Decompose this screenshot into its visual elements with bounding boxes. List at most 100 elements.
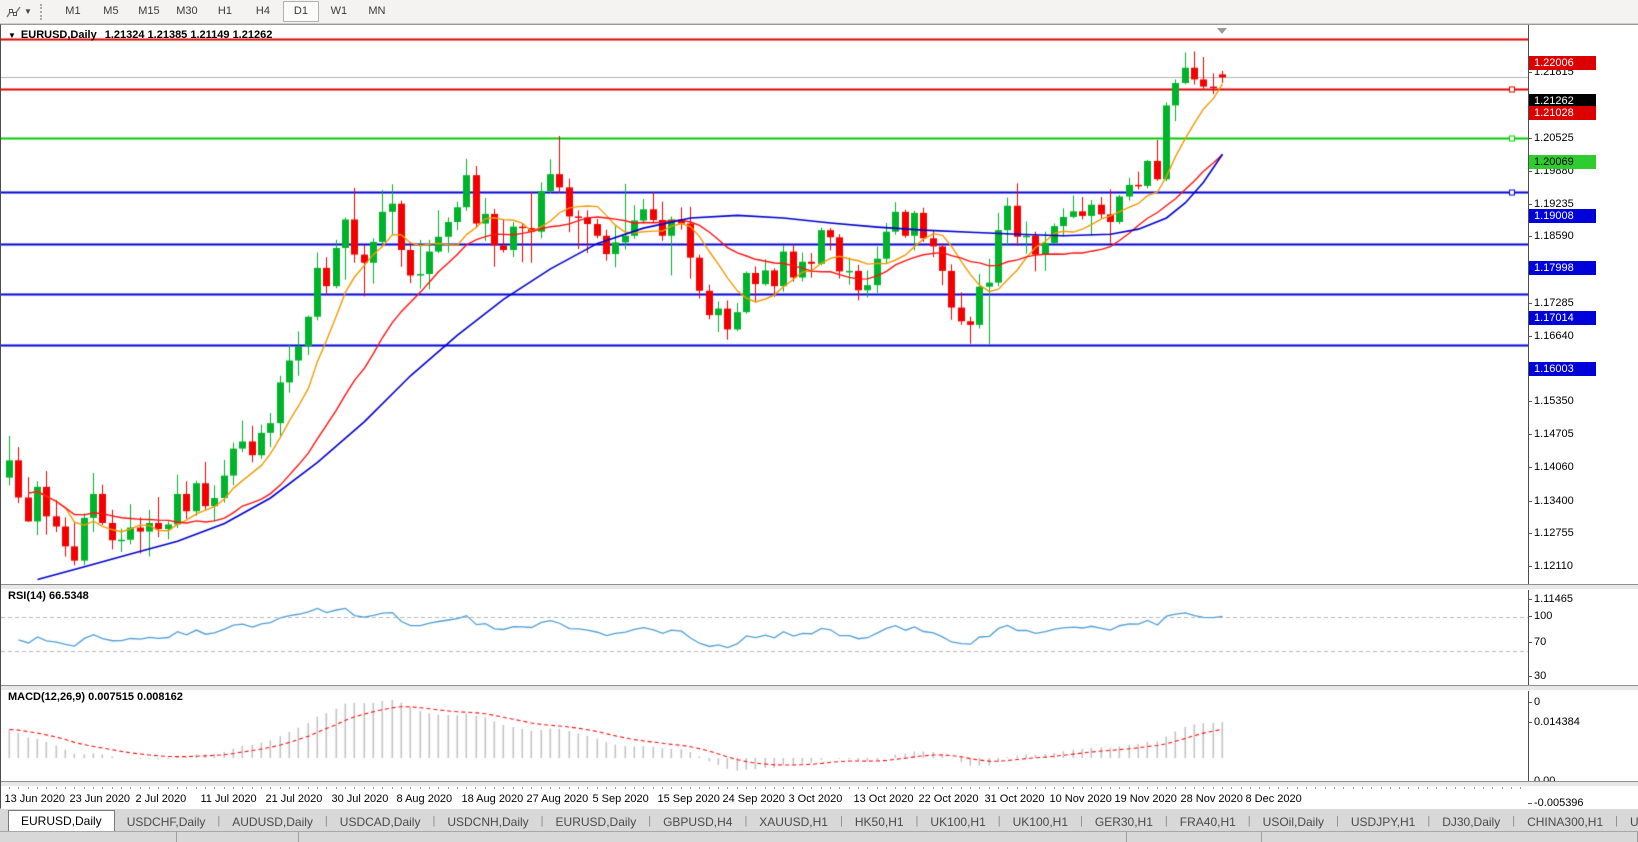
ohlc-values: 1.21324 1.21385 1.21149 1.21262: [104, 29, 273, 41]
symbol-period-label: EURUSD,Daily: [20, 29, 97, 41]
timeframe-button-h4[interactable]: H4: [255, 5, 270, 17]
toolbar-grip: [39, 3, 47, 20]
tab-separator: |: [324, 814, 328, 827]
status-cell: [177, 832, 300, 842]
collapse-arrow-icon[interactable]: ▼: [8, 30, 16, 40]
chart-title: ▼ EURUSD,Daily 1.21324 1.21385 1.21149 1…: [8, 29, 272, 41]
chart-tab-audusddaily[interactable]: AUDUSD,Daily: [232, 815, 313, 829]
time-label: 2 Jul 2020: [135, 793, 187, 805]
price-tick-label: 1.13400: [1528, 495, 1634, 507]
price-tick-label: 1.11465: [1528, 593, 1634, 605]
time-label: 28 Nov 2020: [1180, 793, 1243, 805]
time-label: 30 Jul 2020: [331, 793, 389, 805]
price-tag-1.21028: 1.21028: [1529, 106, 1596, 121]
price-tag-1.22006: 1.22006: [1529, 56, 1596, 71]
timeframe-button-h1[interactable]: H1: [217, 5, 232, 17]
chart-shift-marker-icon[interactable]: [1217, 28, 1227, 34]
rsi-panel-canvas[interactable]: [1, 588, 1528, 683]
chart-tab-eurusddaily[interactable]: EURUSD,Daily: [8, 810, 115, 832]
tab-separator: |: [997, 814, 1001, 827]
time-label: 18 Aug 2020: [461, 793, 524, 805]
timeframe-button-m30[interactable]: M30: [176, 5, 198, 17]
chart-tab-bar: EURUSD,Daily USDCHF,Daily | AUDUSD,Daily | US…: [0, 808, 1638, 832]
tab-separator: |: [648, 814, 652, 827]
price-tag-1.16003: 1.16003: [1529, 362, 1596, 377]
price-tick-label: 1.12110: [1528, 560, 1634, 572]
chart-tab-china300h1[interactable]: CHINA300,H1: [1527, 815, 1604, 829]
timeframe-button-m15[interactable]: M15: [138, 5, 160, 17]
status-cell: [1127, 832, 1263, 842]
time-label: 22 Oct 2020: [918, 793, 979, 805]
status-cell: [299, 832, 1127, 842]
price-tick-label: 1.12755: [1528, 527, 1634, 539]
chart-window: ▼ EURUSD,Daily 1.21324 1.21385 1.21149 1…: [0, 24, 1638, 809]
time-label: 3 Oct 2020: [788, 793, 843, 805]
window-separator-rsi[interactable]: [1, 584, 1638, 590]
time-label: 15 Sep 2020: [657, 793, 720, 805]
chart-tab-eurusddaily[interactable]: EURUSD,Daily: [555, 815, 637, 829]
price-tick-label: 1.14060: [1528, 461, 1634, 473]
chart-tab-ger30h1[interactable]: GER30,H1: [1094, 815, 1153, 829]
timeframe-button-mn[interactable]: MN: [368, 5, 386, 17]
chart-tab-hk50h1[interactable]: HK50,H1: [854, 815, 904, 829]
price-tick-label: 1.17285: [1528, 297, 1634, 309]
price-tick-label: 1.16640: [1528, 330, 1634, 342]
tab-separator: |: [432, 814, 436, 827]
time-label: 21 Jul 2020: [265, 793, 323, 805]
timeframe-button-m1[interactable]: M1: [65, 5, 81, 17]
time-label: 31 Oct 2020: [984, 793, 1045, 805]
rsi-axis-label: 30: [1528, 670, 1634, 682]
time-axis[interactable]: 13 Jun 2020 23 Jun 2020 2 Jul 2020 11 Jul 2…: [1, 784, 1638, 809]
timeframe-button-d1[interactable]: D1: [282, 1, 319, 22]
tab-separator: |: [1164, 814, 1168, 827]
tab-separator: |: [540, 814, 544, 827]
timeframe-button-m5[interactable]: M5: [103, 5, 119, 17]
dropdown-caret-icon[interactable]: ▼: [24, 7, 32, 16]
tab-separator: |: [1247, 814, 1251, 827]
chart-tab-usdcnhdaily[interactable]: USDCNH,Daily: [447, 815, 529, 829]
price-chart-canvas[interactable]: [1, 27, 1528, 584]
price-tag-1.20069: 1.20069: [1529, 155, 1596, 170]
chart-tab-usdcaddaily[interactable]: USDCAD,Daily: [339, 815, 421, 829]
chart-tab-usdchfdaily[interactable]: USDCHF,Daily: [126, 815, 206, 829]
time-label: 5 Sep 2020: [592, 793, 649, 805]
rsi-axis-label: 100: [1528, 610, 1634, 622]
status-cell: [0, 832, 178, 842]
chart-tab-gbpusdh4[interactable]: GBPUSD,H4: [663, 815, 733, 829]
chart-tab-usoildaily[interactable]: USOil,Daily: [1262, 815, 1324, 829]
polyline-tool-icon[interactable]: [4, 3, 24, 21]
tab-separator: |: [1080, 814, 1083, 827]
price-tag-1.17014: 1.17014: [1529, 310, 1596, 325]
price-tag-1.21262: 1.21262: [1529, 94, 1596, 109]
chart-tab-uk100h1[interactable]: UK100,H1: [930, 815, 986, 829]
macd-axis-label: -0.005396: [1528, 797, 1634, 809]
timeframe-button-w1[interactable]: W1: [330, 5, 348, 17]
price-tick-label: 1.18590: [1528, 230, 1634, 242]
macd-panel-canvas[interactable]: [1, 689, 1528, 783]
tab-separator: |: [915, 814, 919, 827]
time-label: 19 Nov 2020: [1114, 793, 1177, 805]
time-label: 13 Jun 2020: [4, 793, 66, 805]
price-tick-label: 1.20525: [1528, 132, 1634, 144]
tab-separator: |: [1427, 814, 1431, 827]
time-label: 23 Jun 2020: [69, 793, 131, 805]
timeframe-button-row: M1 M5 M15 M30 H1 H4 D1 W1 MN: [55, 1, 397, 22]
status-bar: [0, 831, 1638, 842]
rsi-axis-label: 70: [1528, 636, 1634, 648]
chart-tab-xauusdh1[interactable]: XAUUSD,H1: [759, 815, 828, 829]
rsi-label: RSI(14) 66.5348: [8, 590, 89, 602]
price-tag-1.19008: 1.19008: [1529, 209, 1596, 224]
window-separator-macd[interactable]: [1, 685, 1638, 691]
price-tick-label: 1.15350: [1528, 395, 1634, 407]
chart-tab-fra40h1[interactable]: FRA40,H1: [1179, 815, 1236, 829]
toolbar: ▼ M1 M5 M15 M30 H1 H4 D1 W1 MN: [0, 0, 1638, 24]
tab-separator: |: [1512, 814, 1516, 827]
chart-tab-usdjpyh1[interactable]: USDJPY,H1: [1350, 815, 1416, 829]
macd-label: MACD(12,26,9) 0.007515 0.008162: [8, 691, 183, 703]
chart-tab-dj30daily[interactable]: DJ30,Daily: [1442, 815, 1501, 829]
chart-tab-usoilh1[interactable]: USOil,H1: [1629, 815, 1638, 829]
price-tick-label: 1.14705: [1528, 428, 1634, 440]
tab-separator: |: [839, 814, 843, 827]
chart-tab-uk100h1[interactable]: UK100,H1: [1012, 815, 1069, 829]
price-axis[interactable]: [1528, 25, 1638, 785]
